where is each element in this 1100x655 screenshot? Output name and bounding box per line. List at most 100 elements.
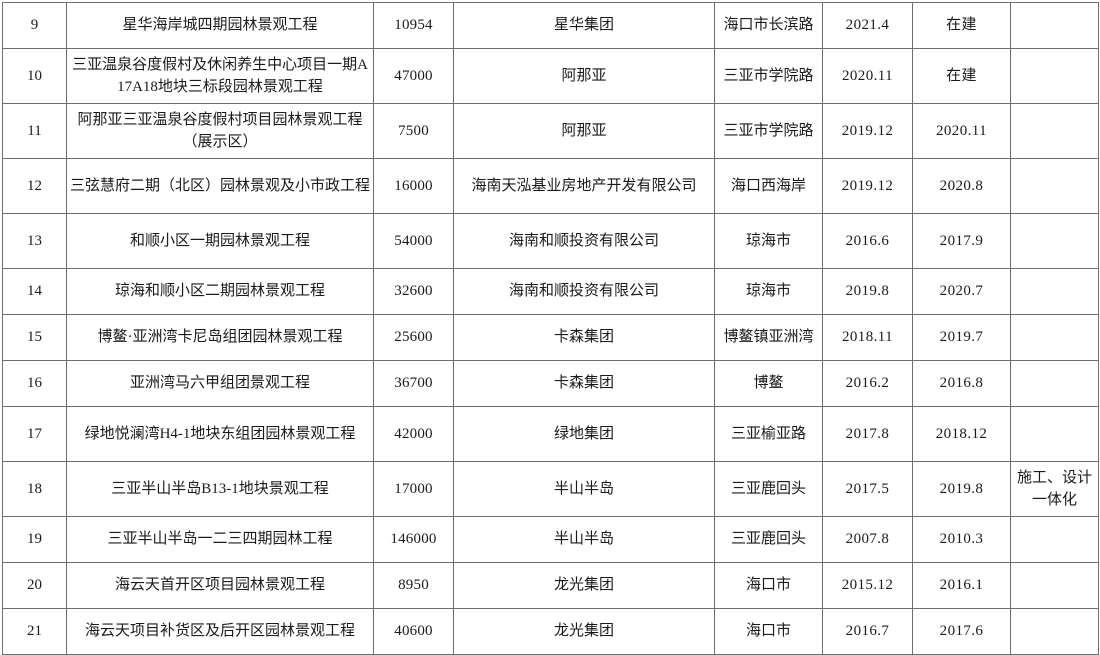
cell-seq: 9 bbox=[2, 2, 67, 49]
table-row: 21 海云天项目补货区及后开区园林景观工程 40600 龙光集团 海口市 2016.7 20… bbox=[2, 608, 1099, 655]
cell-start: 2016.6 bbox=[822, 213, 913, 269]
cell-owner: 绿地集团 bbox=[453, 406, 715, 462]
cell-end: 2016.1 bbox=[912, 562, 1011, 609]
cell-seq: 20 bbox=[2, 562, 67, 609]
cell-area: 42000 bbox=[373, 406, 454, 462]
cell-area: 16000 bbox=[373, 158, 454, 214]
table-row: 15 博鳌·亚洲湾卡尼岛组团园林景观工程 25600 卡森集团 博鳌镇亚洲湾 2018.1… bbox=[2, 314, 1099, 361]
cell-name: 三亚温泉谷度假村及休闲养生中心项目一期A17A18地块三标段园林景观工程 bbox=[66, 48, 374, 104]
cell-area: 47000 bbox=[373, 48, 454, 104]
cell-loc: 三亚市学院路 bbox=[714, 48, 823, 104]
cell-remark bbox=[1010, 562, 1099, 609]
cell-seq: 12 bbox=[2, 158, 67, 214]
cell-name: 和顺小区一期园林景观工程 bbox=[66, 213, 374, 269]
cell-area: 54000 bbox=[373, 213, 454, 269]
cell-end: 2020.7 bbox=[912, 268, 1011, 315]
cell-owner: 卡森集团 bbox=[453, 314, 715, 361]
cell-loc: 三亚鹿回头 bbox=[714, 461, 823, 517]
cell-loc: 博鳌镇亚洲湾 bbox=[714, 314, 823, 361]
cell-name: 博鳌·亚洲湾卡尼岛组团园林景观工程 bbox=[66, 314, 374, 361]
cell-area: 40600 bbox=[373, 608, 454, 655]
cell-area: 146000 bbox=[373, 516, 454, 563]
cell-remark bbox=[1010, 314, 1099, 361]
cell-remark bbox=[1010, 158, 1099, 214]
cell-area: 8950 bbox=[373, 562, 454, 609]
cell-remark bbox=[1010, 48, 1099, 104]
cell-seq: 17 bbox=[2, 406, 67, 462]
cell-area: 17000 bbox=[373, 461, 454, 517]
cell-name: 星华海岸城四期园林景观工程 bbox=[66, 2, 374, 49]
cell-seq: 13 bbox=[2, 213, 67, 269]
cell-start: 2021.4 bbox=[822, 2, 913, 49]
cell-owner: 阿那亚 bbox=[453, 103, 715, 159]
cell-loc: 琼海市 bbox=[714, 213, 823, 269]
cell-start: 2015.12 bbox=[822, 562, 913, 609]
cell-seq: 15 bbox=[2, 314, 67, 361]
cell-start: 2017.8 bbox=[822, 406, 913, 462]
cell-remark bbox=[1010, 268, 1099, 315]
table-row: 20 海云天首开区项目园林景观工程 8950 龙光集团 海口市 2015.12 2016.1 bbox=[2, 562, 1099, 609]
cell-loc: 三亚市学院路 bbox=[714, 103, 823, 159]
cell-end: 在建 bbox=[912, 2, 1011, 49]
cell-loc: 海口西海岸 bbox=[714, 158, 823, 214]
cell-start: 2007.8 bbox=[822, 516, 913, 563]
table-row: 9 星华海岸城四期园林景观工程 10954 星华集团 海口市长滨路 2021.4 在建 bbox=[2, 2, 1099, 49]
cell-loc: 海口市 bbox=[714, 608, 823, 655]
cell-name: 绿地悦澜湾H4-1地块东组团园林景观工程 bbox=[66, 406, 374, 462]
cell-start: 2018.11 bbox=[822, 314, 913, 361]
table-row: 17 绿地悦澜湾H4-1地块东组团园林景观工程 42000 绿地集团 三亚榆亚路 2017… bbox=[2, 406, 1099, 462]
cell-end: 2016.8 bbox=[912, 360, 1011, 407]
cell-owner: 龙光集团 bbox=[453, 562, 715, 609]
cell-seq: 10 bbox=[2, 48, 67, 104]
cell-seq: 11 bbox=[2, 103, 67, 159]
cell-name: 三亚半山半岛一二三四期园林工程 bbox=[66, 516, 374, 563]
cell-name: 亚洲湾马六甲组团景观工程 bbox=[66, 360, 374, 407]
cell-loc: 博鳌 bbox=[714, 360, 823, 407]
cell-end: 2010.3 bbox=[912, 516, 1011, 563]
cell-name: 三弦慧府二期（北区）园林景观及小市政工程 bbox=[66, 158, 374, 214]
cell-start: 2020.11 bbox=[822, 48, 913, 104]
cell-end: 在建 bbox=[912, 48, 1011, 104]
table-row: 11 阿那亚三亚温泉谷度假村项目园林景观工程（展示区） 7500 阿那亚 三亚市学院路 2… bbox=[2, 103, 1099, 159]
cell-area: 10954 bbox=[373, 2, 454, 49]
cell-loc: 海口市 bbox=[714, 562, 823, 609]
cell-remark bbox=[1010, 516, 1099, 563]
cell-loc: 琼海市 bbox=[714, 268, 823, 315]
cell-start: 2016.2 bbox=[822, 360, 913, 407]
cell-remark: 施工、设计一体化 bbox=[1010, 461, 1099, 517]
cell-seq: 18 bbox=[2, 461, 67, 517]
cell-area: 36700 bbox=[373, 360, 454, 407]
cell-start: 2017.5 bbox=[822, 461, 913, 517]
cell-remark bbox=[1010, 103, 1099, 159]
table-row: 18 三亚半山半岛B13-1地块景观工程 17000 半山半岛 三亚鹿回头 2017.5 2… bbox=[2, 461, 1099, 517]
cell-name: 海云天首开区项目园林景观工程 bbox=[66, 562, 374, 609]
cell-owner: 海南和顺投资有限公司 bbox=[453, 213, 715, 269]
cell-end: 2020.11 bbox=[912, 103, 1011, 159]
cell-area: 7500 bbox=[373, 103, 454, 159]
table-row: 13 和顺小区一期园林景观工程 54000 海南和顺投资有限公司 琼海市 2016.6 20… bbox=[2, 213, 1099, 269]
cell-owner: 阿那亚 bbox=[453, 48, 715, 104]
cell-area: 32600 bbox=[373, 268, 454, 315]
cell-name: 三亚半山半岛B13-1地块景观工程 bbox=[66, 461, 374, 517]
cell-seq: 19 bbox=[2, 516, 67, 563]
cell-name: 海云天项目补货区及后开区园林景观工程 bbox=[66, 608, 374, 655]
cell-end: 2020.8 bbox=[912, 158, 1011, 214]
cell-owner: 半山半岛 bbox=[453, 461, 715, 517]
cell-end: 2019.8 bbox=[912, 461, 1011, 517]
cell-loc: 三亚鹿回头 bbox=[714, 516, 823, 563]
cell-seq: 21 bbox=[2, 608, 67, 655]
table-row: 14 琼海和顺小区二期园林景观工程 32600 海南和顺投资有限公司 琼海市 2019.8… bbox=[2, 268, 1099, 315]
cell-start: 2019.12 bbox=[822, 158, 913, 214]
cell-owner: 星华集团 bbox=[453, 2, 715, 49]
cell-end: 2019.7 bbox=[912, 314, 1011, 361]
cell-remark bbox=[1010, 213, 1099, 269]
cell-name: 琼海和顺小区二期园林景观工程 bbox=[66, 268, 374, 315]
cell-owner: 海南和顺投资有限公司 bbox=[453, 268, 715, 315]
cell-end: 2017.6 bbox=[912, 608, 1011, 655]
cell-seq: 16 bbox=[2, 360, 67, 407]
cell-area: 25600 bbox=[373, 314, 454, 361]
table-row: 10 三亚温泉谷度假村及休闲养生中心项目一期A17A18地块三标段园林景观工程 47… bbox=[2, 48, 1099, 104]
cell-start: 2019.12 bbox=[822, 103, 913, 159]
